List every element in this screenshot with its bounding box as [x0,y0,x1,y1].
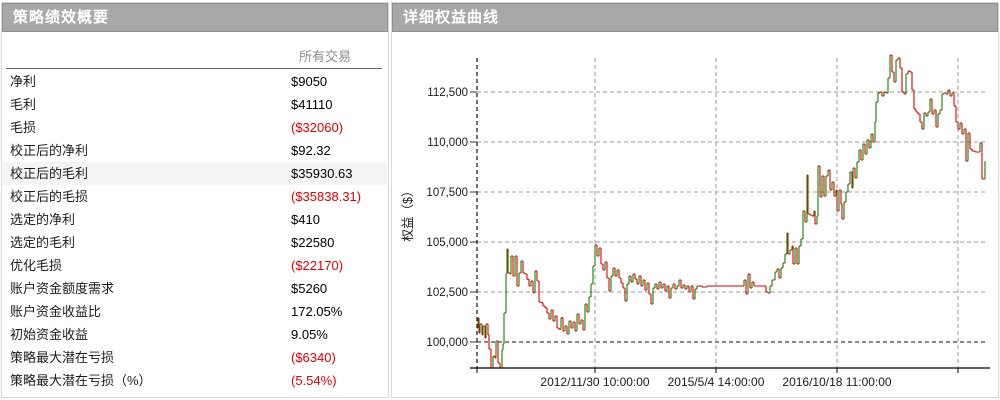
y-tick-label: 112,500 [427,87,468,99]
y-tick-label: 100,000 [426,337,468,349]
metric-label: 毛利 [10,97,37,112]
y-tick-label: 105,000 [426,237,468,249]
metric-row[interactable]: 校正后的净利 $92.32 [2,139,387,162]
metric-label: 选定的净利 [10,212,76,227]
metric-label: 优化毛损 [10,258,63,273]
metric-value: $5260 [291,281,328,296]
metric-row[interactable]: 优化毛损 ($22170) [2,254,387,277]
metric-row[interactable]: 毛损 ($32060) [2,116,387,139]
metric-value: 9.05% [291,327,328,342]
metric-label: 初始资金收益 [10,327,89,342]
equity-curve-down [477,54,985,369]
metric-label: 策略最大潜在亏损（%） [10,373,152,388]
metric-value: $41110 [291,97,333,112]
metric-value: ($35838.31) [291,189,362,204]
metric-row[interactable]: 校正后的毛损 ($35838.31) [2,185,387,208]
metric-value: $35930.63 [291,166,353,181]
equity-curve-up [477,55,986,368]
x-tick-label: 2012/11/30 10:00:00 [540,375,650,389]
metric-label: 毛损 [10,120,37,135]
metric-label: 选定的毛利 [10,235,76,250]
metric-label: 账户资金收益比 [10,304,102,319]
equity-chart: 100,000 102,500 105,000 107,500 110,000 112,5… [400,54,990,389]
equity-chart-area: 100,000 102,500 105,000 107,500 110,000 112,5… [392,32,998,399]
metric-label: 账户资金额度需求 [10,281,115,296]
metric-row[interactable]: 选定的净利 $410 [2,208,387,231]
metrics-rows: 净利 $9050 毛利 $41110 毛损 ($32060) 校正后的净利 $92.32 校正后… [2,70,387,392]
metric-value: $410 [291,212,320,227]
x-tick-label: 2015/5/4 14:00:00 [668,375,765,389]
metric-row[interactable]: 账户资金额度需求 $5260 [2,277,387,300]
column-header-all-trades: 所有交易 [299,49,352,64]
metric-value: ($22170) [291,258,344,273]
metric-value: ($6340) [291,350,336,365]
metric-label: 校正后的毛损 [10,189,89,204]
summary-panel-title: 策略绩效概要 [2,3,388,32]
metric-value: (5.54%) [291,373,337,388]
metric-value: 172.05% [291,304,343,319]
y-tick-label: 102,500 [426,287,468,299]
metric-row[interactable]: 净利 $9050 [2,70,387,93]
metric-row[interactable]: 毛利 $41110 [2,93,387,116]
metric-value: $9050 [291,74,328,89]
metric-label: 净利 [10,74,37,89]
x-tick-label: 2016/10/18 11:00:00 [782,375,892,389]
summary-panel: 策略绩效概要 所有交易 净利 $9050 毛利 $41110 毛损 ($32060) 校正后… [1,2,389,398]
equity-panel-title: 详细权益曲线 [392,3,998,32]
metric-label: 校正后的毛利 [10,166,89,181]
table-header-divider [6,68,382,69]
metric-row[interactable]: 账户资金收益比 172.05% [2,300,387,323]
metric-label: 策略最大潜在亏损 [10,350,115,365]
y-axis-title: 权益（$） [400,185,415,242]
metric-row[interactable]: 策略最大潜在亏损 ($6340) [2,346,387,369]
metric-value: $22580 [291,235,335,250]
metric-row[interactable]: 校正后的毛利 $35930.63 [2,162,387,185]
y-tick-label: 110,000 [427,137,468,149]
metric-value: ($32060) [291,120,344,135]
metric-value: $92.32 [291,143,331,158]
metric-row[interactable]: 策略最大潜在亏损（%） (5.54%) [2,369,387,392]
metric-row[interactable]: 初始资金收益 9.05% [2,323,387,346]
metric-label: 校正后的净利 [10,143,89,158]
metric-row[interactable]: 选定的毛利 $22580 [2,231,387,254]
equity-curve-panel: 详细权益曲线 100,000 102,500 105,000 107,500 110,0… [391,2,999,398]
y-tick-label: 107,500 [426,187,468,199]
